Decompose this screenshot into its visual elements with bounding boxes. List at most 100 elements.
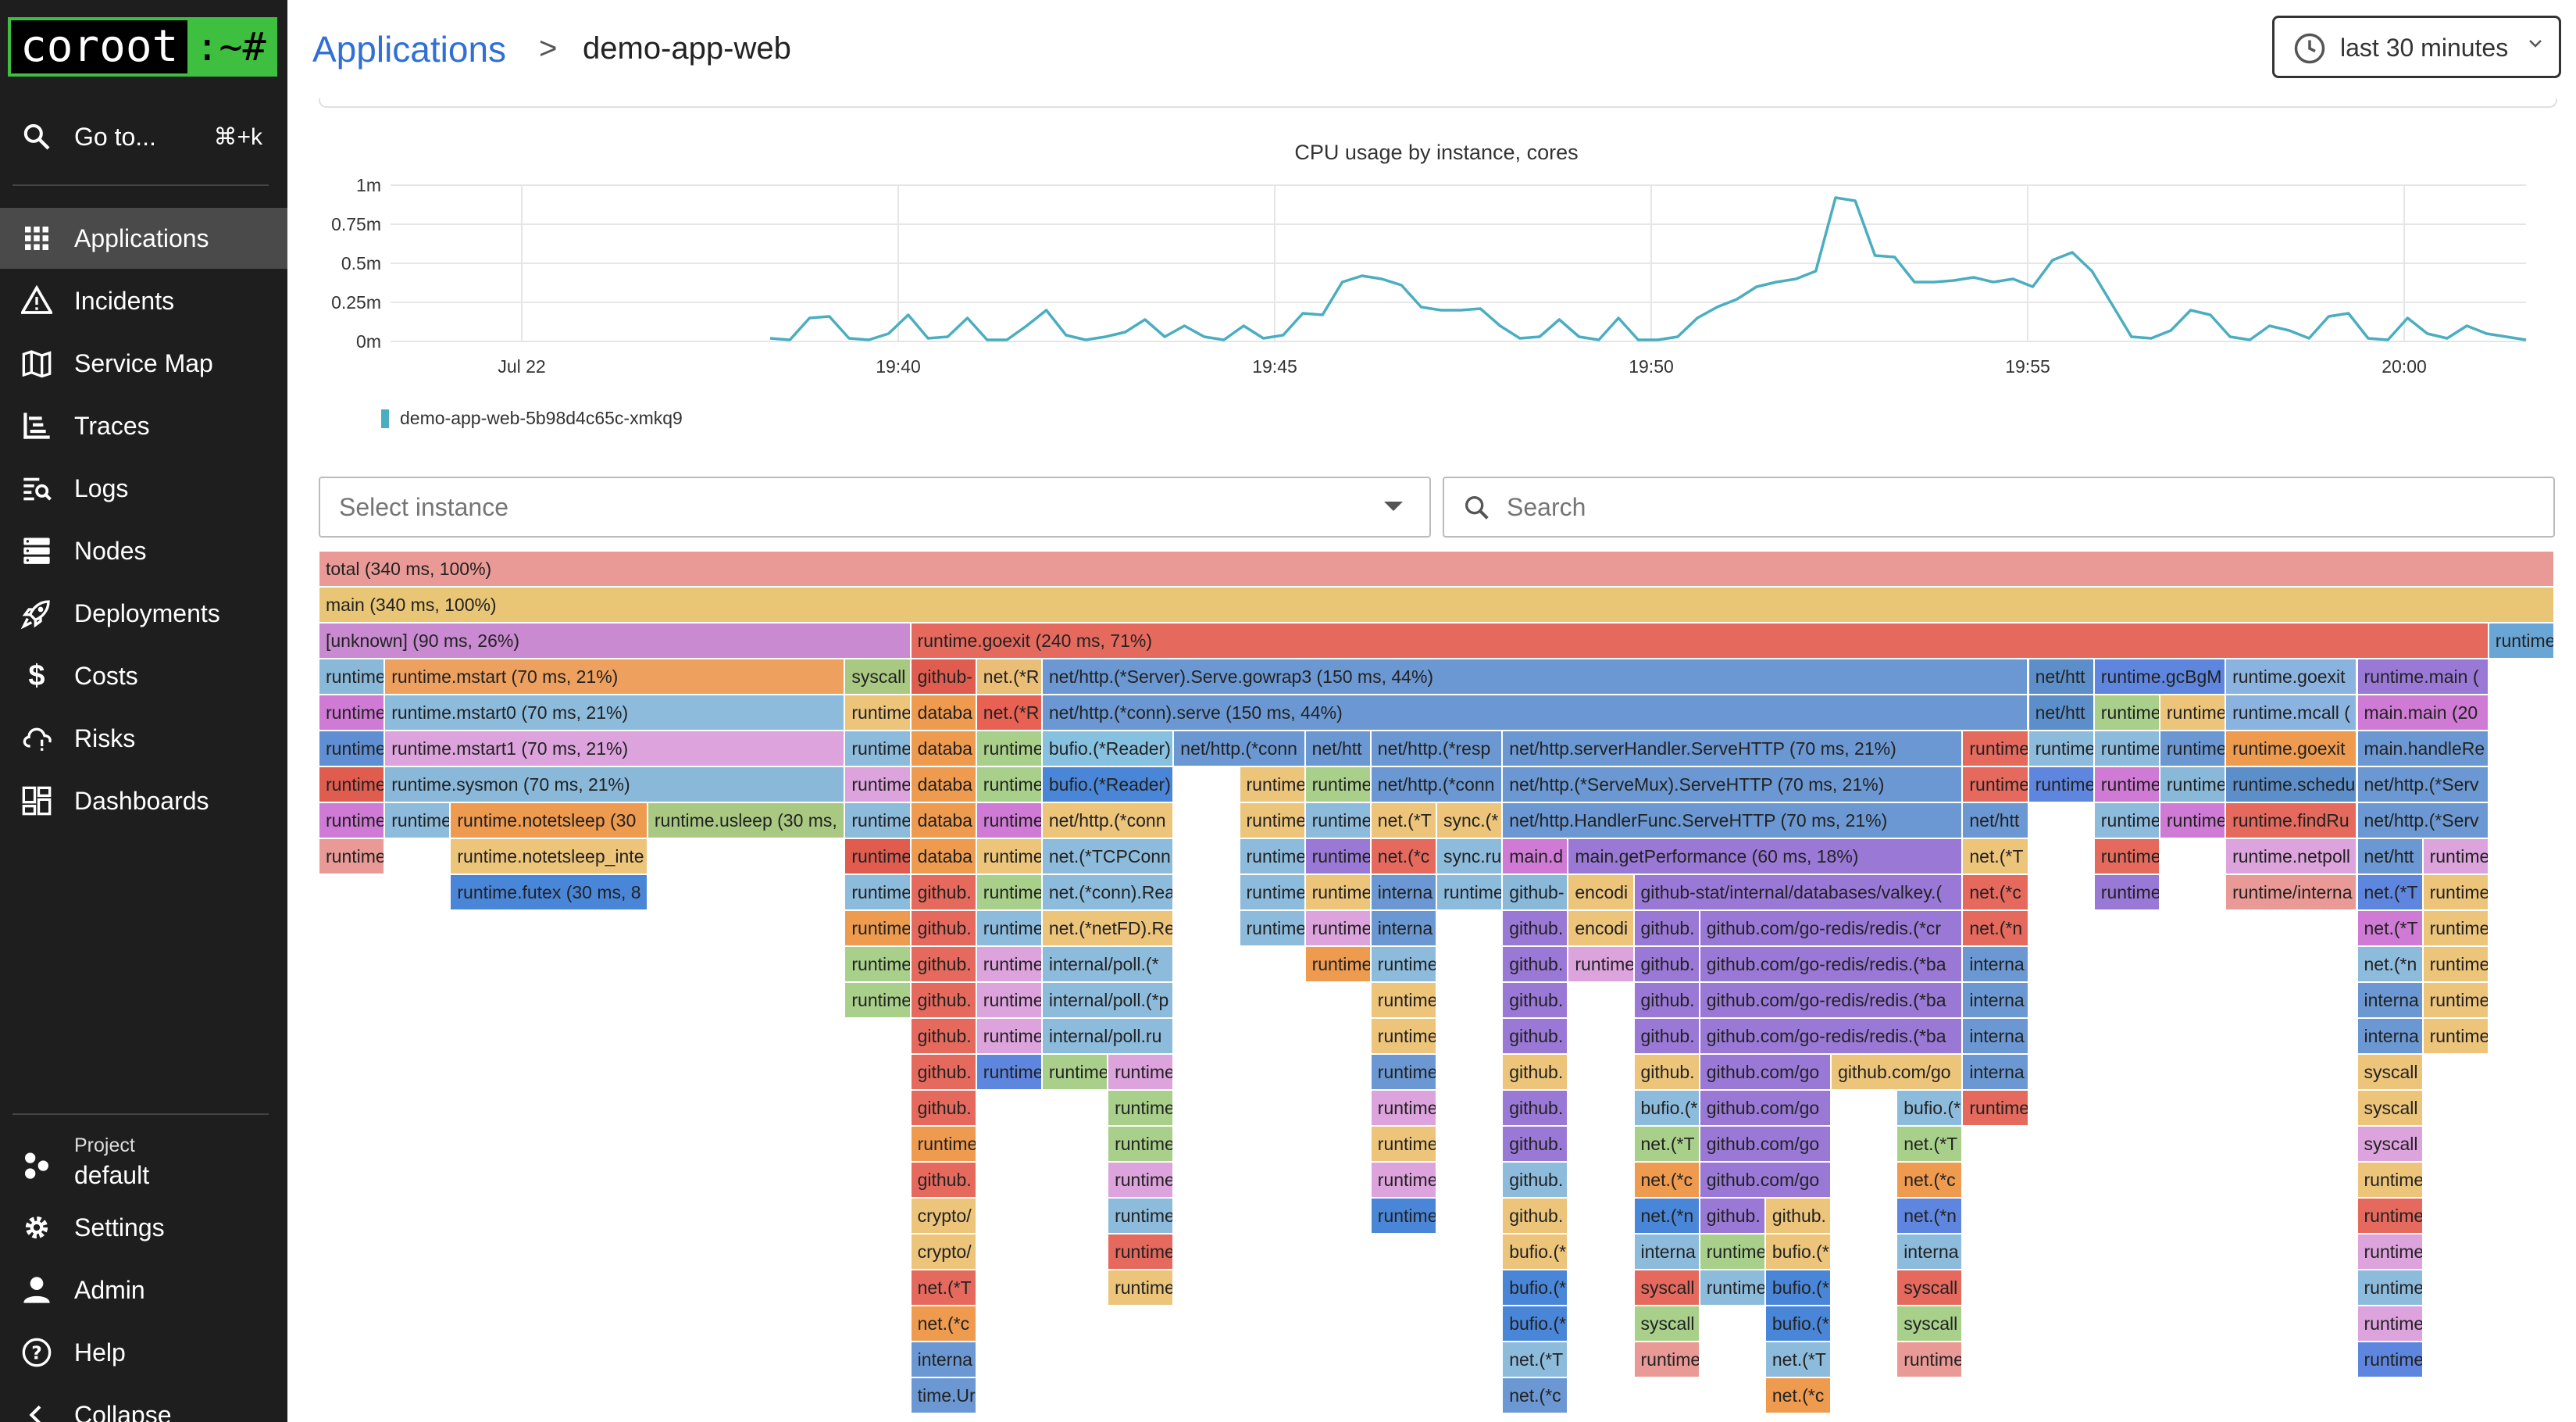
flame-frame[interactable]: bufio.(* — [1765, 1270, 1832, 1305]
project-selector[interactable] — [0, 1134, 287, 1197]
sidebar-item-service-map[interactable]: Service Map — [0, 333, 287, 394]
flame-frame[interactable]: runtime — [976, 803, 1043, 838]
flame-frame[interactable]: crypto/ — [911, 1234, 977, 1269]
flame-frame[interactable]: net.(*TCPConn — [1042, 839, 1175, 874]
flame-frame[interactable]: net.(*T — [1765, 1342, 1832, 1377]
flame-frame[interactable]: runtime — [976, 1019, 1043, 1053]
flame-frame[interactable]: runtime — [2357, 1199, 2424, 1233]
flame-frame[interactable]: main.main (20 — [2357, 695, 2489, 730]
sidebar-item-risks[interactable]: Risks — [0, 708, 287, 769]
flame-frame[interactable]: github. — [1503, 1163, 1569, 1197]
flame-frame[interactable]: runtime — [1240, 839, 1306, 874]
flame-frame[interactable]: runtime — [1963, 731, 2029, 766]
flame-frame[interactable]: sync.(* — [1437, 803, 1504, 838]
flame-frame[interactable]: interna — [1963, 983, 2029, 1017]
flame-frame[interactable]: interna — [1897, 1234, 1964, 1269]
flame-frame[interactable]: runtime — [976, 1055, 1043, 1089]
flame-frame[interactable]: interna — [1963, 1055, 2029, 1089]
flame-frame[interactable]: github. — [1634, 1019, 1700, 1053]
time-range-picker[interactable]: last 30 minutes — [2272, 16, 2561, 78]
flame-frame[interactable]: github.com/go-redis/redis.(*ba — [1700, 983, 1964, 1017]
flame-frame[interactable]: encodi — [1568, 911, 1635, 945]
flame-frame[interactable]: net.(*R — [976, 659, 1043, 694]
flame-frame[interactable]: github. — [1503, 911, 1569, 945]
flame-frame[interactable]: net.(*T — [2357, 875, 2424, 909]
flame-frame[interactable]: runtime — [845, 875, 912, 909]
flame-frame[interactable]: runtime — [1371, 1055, 1437, 1089]
flame-frame[interactable]: runtime — [1305, 767, 1372, 802]
flame-frame[interactable]: net.(*T — [1897, 1127, 1964, 1161]
flame-frame[interactable]: internal/poll.ru — [1042, 1019, 1175, 1053]
flame-frame[interactable]: runtime.usleep (30 ms, — [648, 803, 846, 838]
flame-frame[interactable]: net/htt — [1963, 803, 2029, 838]
flame-frame[interactable]: net/http.(*ServeMux).ServeHTTP (70 ms, 2… — [1503, 767, 1964, 802]
flame-frame[interactable]: runtime — [319, 731, 386, 766]
flame-frame[interactable]: net.(*c — [1765, 1378, 1832, 1413]
flame-frame[interactable]: total (340 ms, 100%) — [319, 552, 2555, 586]
flame-frame[interactable]: net/http.(*conn — [1371, 767, 1504, 802]
flame-frame[interactable]: bufio.(* — [1503, 1306, 1569, 1341]
flame-frame[interactable]: runtime — [845, 947, 912, 981]
flame-frame[interactable]: runtime — [2357, 1234, 2424, 1269]
flame-frame[interactable]: github. — [911, 1163, 977, 1197]
flame-frame[interactable]: runtime — [2094, 731, 2160, 766]
flame-frame[interactable]: bufio.(* — [1897, 1091, 1964, 1125]
flame-frame[interactable]: net/http.(*Serv — [2357, 803, 2489, 838]
flame-frame[interactable]: syscall — [845, 659, 912, 694]
flame-frame[interactable]: github. — [1634, 947, 1700, 981]
flame-frame[interactable]: bufio.(* — [1634, 1091, 1700, 1125]
flame-frame[interactable]: runtime — [319, 695, 386, 730]
flame-frame[interactable]: net/htt — [2028, 695, 2095, 730]
flame-frame[interactable]: net.(*conn).Rea — [1042, 875, 1175, 909]
flame-frame[interactable]: runtime.gcBgM — [2094, 659, 2227, 694]
flame-frame[interactable]: runtime — [1240, 767, 1306, 802]
flame-frame[interactable]: runtime — [1371, 1163, 1437, 1197]
flame-frame[interactable]: runtime — [1108, 1163, 1175, 1197]
flame-frame[interactable]: bufio.(*Reader) — [1042, 767, 1175, 802]
flame-frame[interactable]: internal/poll.(*p — [1042, 983, 1175, 1017]
flame-frame[interactable]: runtime — [1108, 1234, 1175, 1269]
flame-frame[interactable]: bufio.(* — [1765, 1306, 1832, 1341]
flame-frame[interactable]: runtime — [319, 803, 386, 838]
flame-frame[interactable]: runtime — [1371, 947, 1437, 981]
flame-frame[interactable]: github. — [1634, 1055, 1700, 1089]
flame-frame[interactable]: runtime — [2160, 731, 2227, 766]
flame-frame[interactable]: runtime — [1371, 1127, 1437, 1161]
flame-frame[interactable]: syscall — [2357, 1127, 2424, 1161]
flame-frame[interactable]: bufio.(*Reader) — [1042, 731, 1175, 766]
flame-frame[interactable]: runtime — [1108, 1199, 1175, 1233]
flame-frame[interactable]: net.(*R — [976, 695, 1043, 730]
flame-frame[interactable]: runtime — [319, 839, 386, 874]
flame-frame[interactable]: net.(*netFD).Re — [1042, 911, 1175, 945]
flame-frame[interactable]: github. — [1634, 911, 1700, 945]
flame-frame[interactable]: runtime.goexit — [2226, 731, 2358, 766]
flame-frame[interactable]: runtime — [1963, 1091, 2029, 1125]
flame-frame[interactable]: net/http.(*resp — [1371, 731, 1504, 766]
flame-frame[interactable]: github. — [911, 1019, 977, 1053]
flame-frame[interactable]: runtime — [2357, 1342, 2424, 1377]
search-input[interactable] — [1505, 492, 2524, 523]
flame-frame[interactable]: interna — [1371, 875, 1437, 909]
flame-frame[interactable]: runtime — [845, 839, 912, 874]
flame-frame[interactable]: runtime — [2160, 695, 2227, 730]
flame-frame[interactable]: runtime — [845, 983, 912, 1017]
flame-frame[interactable]: runtime.mstart (70 ms, 21%) — [385, 659, 846, 694]
flame-frame[interactable]: interna — [1371, 911, 1437, 945]
flame-frame[interactable]: net.(*n — [2357, 947, 2424, 981]
flame-frame[interactable]: net.(*c — [1897, 1163, 1964, 1197]
flame-frame[interactable]: runtime.mstart0 (70 ms, 21%) — [385, 695, 846, 730]
flame-frame[interactable]: runtime — [1305, 839, 1372, 874]
flame-frame[interactable]: github. — [1503, 947, 1569, 981]
flame-frame[interactable]: runtime — [911, 1127, 977, 1161]
flame-frame[interactable]: interna — [1634, 1234, 1700, 1269]
flame-frame[interactable]: runtime — [1305, 875, 1372, 909]
flame-frame[interactable]: databa — [911, 731, 977, 766]
flame-frame[interactable]: github. — [1700, 1199, 1766, 1233]
flame-frame[interactable]: bufio.(* — [1503, 1234, 1569, 1269]
flame-frame[interactable]: github. — [911, 1091, 977, 1125]
flame-frame[interactable]: net.(*T — [1371, 803, 1437, 838]
flame-frame[interactable]: runtime — [2357, 1163, 2424, 1197]
flame-frame[interactable]: github. — [1503, 1019, 1569, 1053]
flame-frame[interactable]: databa — [911, 695, 977, 730]
goto-button[interactable]: Go to... ⌘+k — [0, 106, 287, 167]
